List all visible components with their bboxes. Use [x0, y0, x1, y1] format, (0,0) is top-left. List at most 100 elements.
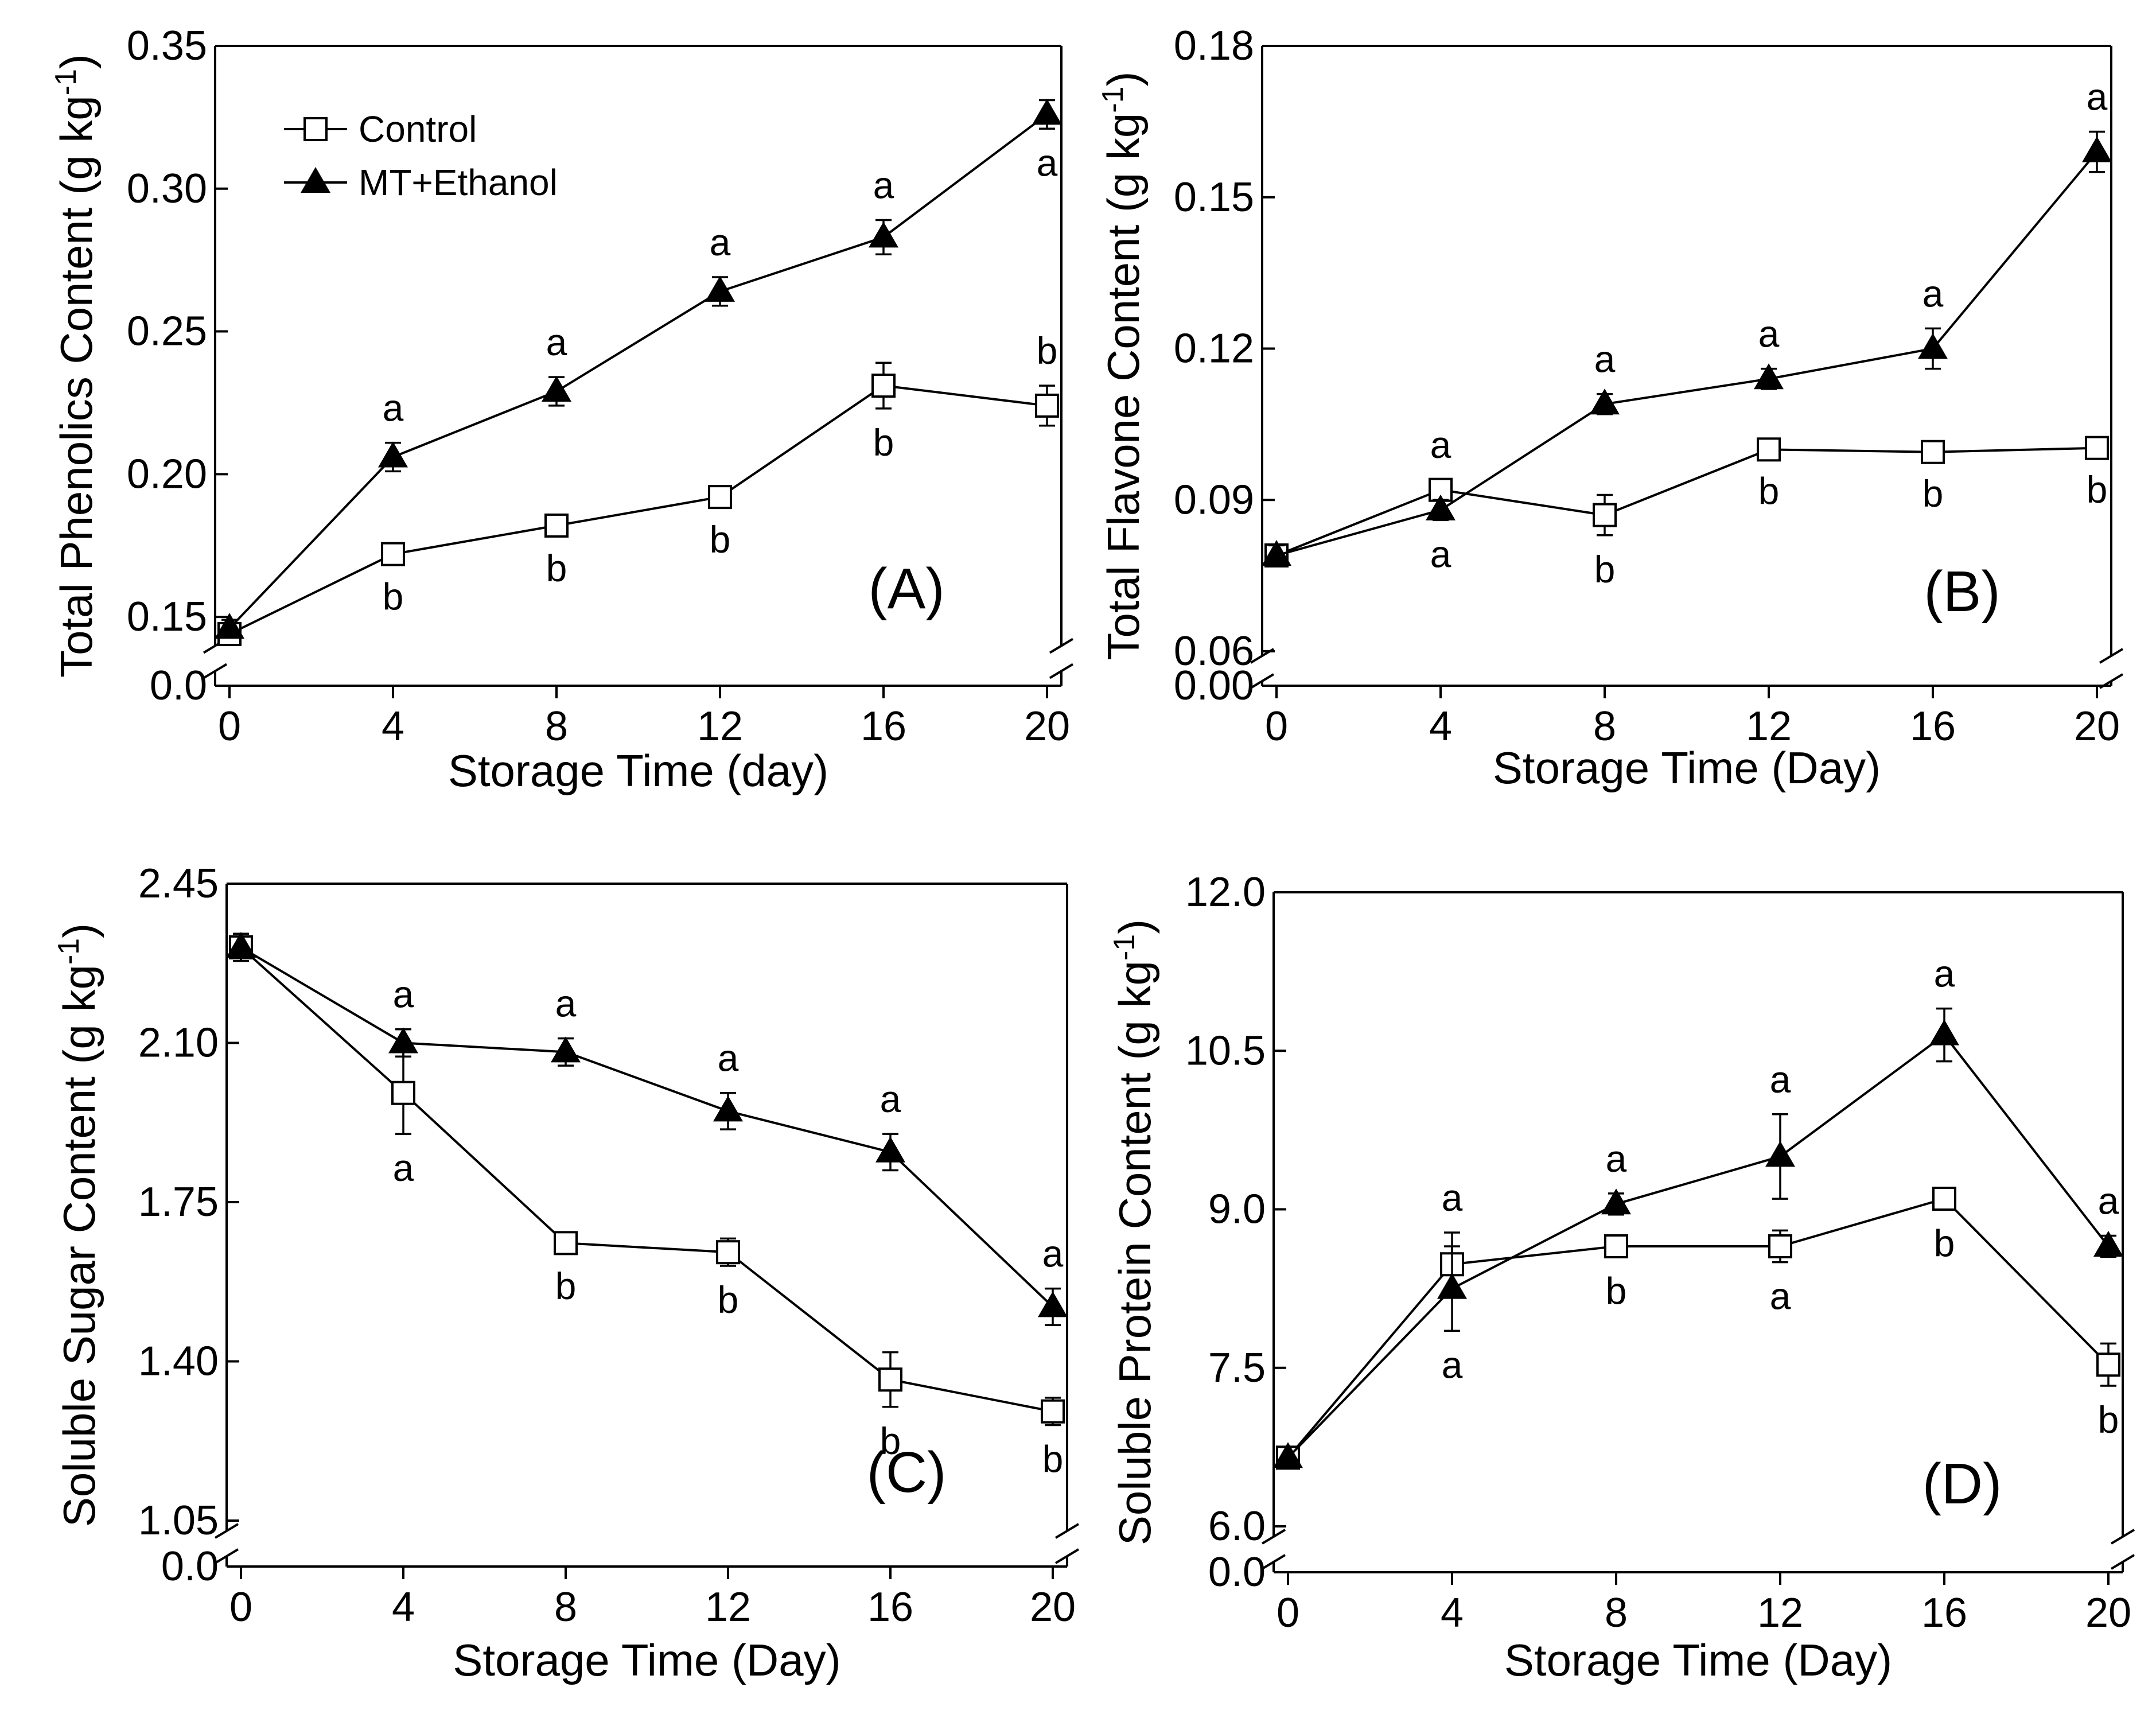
x-axis-title: Storage Time (Day) — [1504, 1635, 1892, 1685]
panel-A: 0.15 0.20 0.25 0.30 0.35 0.00 4 8 12 16 20 Storage … — [49, 23, 1074, 796]
y-tick-label: 10.5 — [1185, 1028, 1266, 1074]
x-axis-title: Storage Time (day) — [448, 745, 828, 796]
y-tick-label-zero: 0.0 — [150, 663, 207, 709]
panel-C: 1.05 1.40 1.75 2.10 2.45 0.00 4 8 12 16 20 Storage … — [52, 861, 1080, 1685]
marker-triangle — [1032, 99, 1062, 125]
marker-triangle — [1262, 539, 1291, 566]
significance-letter: a — [1594, 338, 1616, 380]
significance-letter: b — [1042, 1438, 1064, 1480]
y-tick-label: 1.05 — [138, 1498, 219, 1544]
marker-square — [878, 1367, 902, 1392]
significance-letter: b — [1606, 1269, 1627, 1312]
marker-triangle — [1590, 388, 1620, 415]
significance-letter: a — [546, 321, 567, 363]
significance-letter: b — [710, 518, 731, 561]
panel-label: (B) — [1924, 559, 2000, 624]
significance-letter: a — [2098, 1180, 2119, 1222]
significance-letter: b — [1594, 548, 1616, 590]
y-tick-label: 12.0 — [1185, 869, 1266, 915]
x-tick-label: 8 — [554, 1584, 577, 1630]
significance-letter: a — [1770, 1275, 1791, 1317]
y-tick-label: 1.40 — [138, 1339, 219, 1385]
significance-letter: b — [2098, 1398, 2119, 1441]
marker-triangle — [2082, 136, 2112, 162]
series-line — [1287, 1197, 2110, 1459]
significance-letter: b — [2087, 468, 2108, 511]
axis-break-mark — [2110, 1529, 2135, 1545]
significance-letter: a — [1934, 953, 1955, 995]
significance-letter: a — [393, 1146, 414, 1189]
axis-break-mark — [214, 1523, 239, 1539]
y-tick-label: 0.15 — [127, 594, 207, 640]
significance-letter: b — [718, 1278, 739, 1321]
x-tick-label: 20 — [1030, 1584, 1076, 1630]
marker-square — [391, 1080, 415, 1105]
series-line — [228, 113, 1048, 629]
significance-letter: b — [880, 1420, 901, 1462]
marker-square — [381, 542, 405, 566]
x-tick-label: 0 — [1265, 703, 1288, 749]
y-tick-label: 0.09 — [1174, 477, 1254, 523]
y-axis-title: Soluble Protein Content (g kg-1) — [1108, 919, 1160, 1545]
y-tick-label: 0.15 — [1174, 174, 1254, 220]
panel-B: 0.06 0.09 0.12 0.15 0.18 0.000 4 8 12 16 20 Storage… — [1096, 23, 2124, 793]
y-tick-label: 2.45 — [138, 861, 219, 907]
y-tick-label-zero: 0.00 — [1174, 663, 1254, 709]
x-tick-label: 20 — [2085, 1590, 2131, 1636]
y-tick-label: 0.20 — [127, 451, 207, 497]
axis-break-mark — [2099, 673, 2124, 689]
x-tick-label: 8 — [545, 703, 568, 749]
significance-letter: a — [1042, 1233, 1064, 1275]
legend-label-mt-ethanol: MT+Ethanol — [359, 162, 558, 203]
x-axis-title: Storage Time (Day) — [453, 1635, 840, 1685]
significance-letter: a — [1442, 1343, 1463, 1386]
significance-letter: b — [1934, 1222, 1955, 1265]
y-tick-label-zero: 0.0 — [161, 1544, 219, 1589]
marker-square — [1757, 437, 1781, 462]
axis-break-mark — [2099, 648, 2124, 664]
panel-D: 6.0 7.5 9.0 10.5 12.0 0.00 4 8 12 16 20 Storage Tim… — [1108, 869, 2135, 1685]
significance-letter: b — [383, 576, 404, 618]
x-tick-label: 4 — [1441, 1590, 1464, 1636]
significance-letter: a — [555, 982, 577, 1025]
significance-letter: a — [880, 1078, 901, 1120]
panel-label: (D) — [1923, 1452, 2002, 1516]
x-tick-label: 0 — [229, 1584, 252, 1630]
marker-square — [871, 374, 896, 398]
marker-triangle — [1929, 1019, 1959, 1045]
x-tick-label: 20 — [1024, 703, 1070, 749]
series-mt-ethanol — [226, 932, 1068, 1326]
legend-label-control: Control — [359, 108, 477, 150]
series-line — [240, 946, 1054, 1308]
x-tick-label: 16 — [861, 703, 906, 749]
legend: Control MT+Ethanol — [284, 108, 558, 203]
y-tick-label: 0.18 — [1174, 23, 1254, 69]
y-tick-label: 1.75 — [138, 1179, 219, 1225]
y-tick-label: 0.12 — [1174, 326, 1254, 372]
marker-triangle — [378, 441, 408, 468]
marker-square — [2085, 436, 2109, 460]
x-tick-label: 0 — [218, 703, 241, 749]
x-tick-label: 12 — [1757, 1590, 1803, 1636]
x-tick-label: 12 — [705, 1584, 751, 1630]
marker-square — [1041, 1399, 1065, 1424]
legend-marker-square — [303, 117, 328, 141]
axis-break-mark — [1250, 673, 1275, 689]
series-line — [1276, 446, 2097, 557]
series-line — [1287, 1033, 2110, 1459]
significance-letter: b — [873, 421, 894, 464]
marker-triangle — [1426, 494, 1456, 520]
y-tick-label: 6.0 — [1208, 1503, 1266, 1549]
marker-square — [1921, 440, 1945, 464]
marker-square — [1932, 1187, 1956, 1211]
marker-square — [716, 1240, 740, 1265]
x-axis-title: Storage Time (Day) — [1493, 743, 1881, 793]
significance-letter: a — [1430, 423, 1451, 466]
marker-triangle — [1918, 333, 1948, 359]
series-mt-ethanol — [1262, 130, 2112, 567]
y-tick-label: 9.0 — [1208, 1187, 1266, 1233]
axis-break-mark — [1054, 1548, 1080, 1564]
axis-break-mark — [1054, 1523, 1080, 1539]
marker-triangle — [1273, 1442, 1303, 1468]
